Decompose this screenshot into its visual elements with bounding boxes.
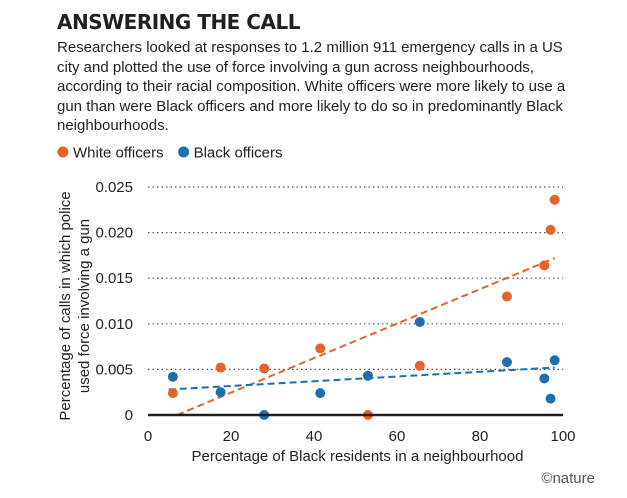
data-point-1 (549, 355, 560, 366)
data-point-1 (315, 388, 326, 399)
data-point-1 (545, 393, 556, 404)
data-point-1 (539, 373, 550, 384)
data-point-0 (315, 343, 326, 354)
x-tick-label: 20 (223, 428, 240, 445)
nature-credit: ©nature (541, 470, 595, 487)
data-point-1 (414, 316, 425, 327)
chart-title: ANSWERING THE CALL (57, 10, 300, 34)
x-tick-label: 0 (144, 428, 152, 445)
x-tick-label: 60 (389, 428, 406, 445)
data-point-0 (539, 260, 550, 271)
y-tick-label: 0 (125, 407, 133, 424)
y-axis-label: Percentage of calls in which police used … (57, 191, 93, 420)
data-point-0 (545, 224, 556, 235)
x-axis-label: Percentage of Black residents in a neigh… (192, 448, 524, 465)
data-point-1 (501, 357, 512, 368)
chart-subtitle: Researchers looked at responses to 1.2 m… (57, 39, 566, 134)
data-point-1 (215, 387, 226, 398)
data-point-0 (215, 362, 226, 373)
y-axis-label-line: used force involving a gun (76, 219, 93, 393)
data-point-0 (501, 291, 512, 302)
x-axis-ticks: 0 20 40 60 80 100 (144, 428, 576, 445)
data-point-1 (362, 370, 373, 381)
data-points (167, 194, 560, 420)
legend-label-1: Black officers (194, 145, 283, 162)
y-axis-ticks: 0 0.005 0.010 0.015 0.020 0.025 (95, 179, 133, 424)
x-tick-label: 40 (306, 428, 323, 445)
data-point-0 (414, 360, 425, 371)
y-tick-label: 0.005 (95, 361, 133, 378)
y-tick-label: 0.020 (95, 225, 133, 242)
data-point-1 (167, 371, 178, 382)
legend: White officers Black officers (57, 145, 283, 162)
trend-line-1 (168, 366, 555, 391)
trend-line-0 (176, 257, 556, 416)
gridlines (148, 186, 563, 370)
trend-lines (168, 257, 556, 416)
data-point-0 (167, 388, 178, 399)
data-point-0 (259, 363, 270, 374)
legend-label-0: White officers (73, 145, 164, 162)
x-tick-label: 80 (472, 428, 489, 445)
y-tick-label: 0.025 (95, 179, 133, 196)
x-tick-label: 100 (550, 428, 575, 445)
data-point-0 (549, 194, 560, 205)
y-tick-label: 0.010 (95, 316, 133, 333)
y-tick-label: 0.015 (95, 270, 133, 287)
y-axis-label-line: Percentage of calls in which police (57, 191, 74, 420)
legend-marker-0 (57, 146, 69, 158)
legend-marker-1 (178, 146, 190, 158)
